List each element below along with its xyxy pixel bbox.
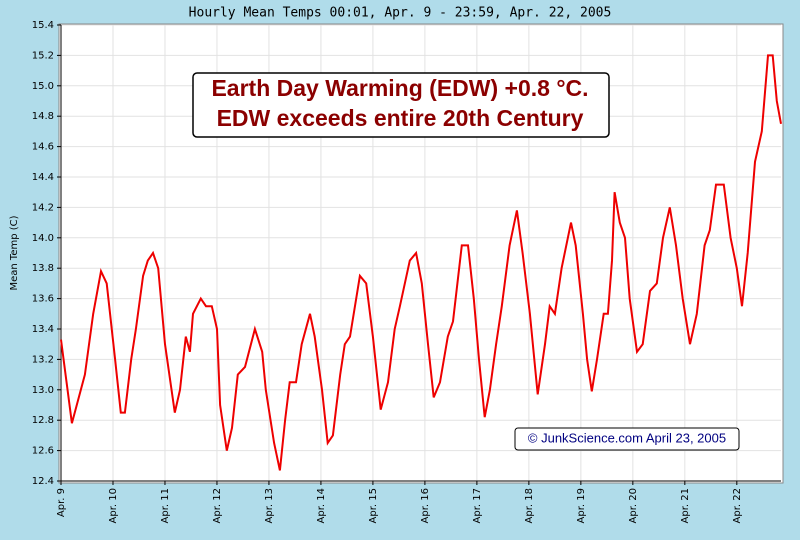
- y-tick-label: 14.6: [32, 142, 54, 153]
- chart-title: Hourly Mean Temps 00:01, Apr. 9 - 23:59,…: [189, 6, 612, 21]
- y-tick-label: 15.2: [32, 50, 54, 61]
- annotation: EDW exceeds entire 20th Century: [217, 105, 584, 131]
- annotation-box: [192, 72, 610, 138]
- y-tick-label: 13.0: [32, 385, 54, 396]
- x-tick-label: Apr. 21: [680, 488, 691, 523]
- y-axis-label: Mean Temp (C): [9, 215, 20, 290]
- y-tick-label: 12.6: [32, 446, 54, 457]
- x-tick-label: Apr. 11: [160, 488, 171, 523]
- credit: © JunkScience.com April 23, 2005: [528, 430, 726, 445]
- y-tick-label: 15.0: [32, 81, 54, 92]
- x-tick-label: Apr. 20: [628, 488, 639, 523]
- y-tick-label: 14.2: [32, 202, 54, 213]
- y-tick-label: 13.6: [32, 294, 54, 305]
- y-tick-label: 13.4: [32, 324, 54, 335]
- y-tick-label: 14.8: [32, 111, 54, 122]
- y-tick-label: 15.4: [32, 20, 54, 31]
- credit-box: [514, 427, 740, 451]
- y-tick-label: 14.4: [32, 172, 54, 183]
- y-tick-label: 14.0: [32, 233, 54, 244]
- y-tick-label: 13.2: [32, 354, 54, 365]
- x-tick-label: Apr. 12: [212, 488, 223, 523]
- x-tick-label: Apr. 13: [264, 488, 275, 523]
- temp-line: [60, 54, 782, 471]
- x-tick-label: Apr. 17: [472, 488, 483, 523]
- y-tick-label: 13.8: [32, 263, 54, 274]
- annotation: Earth Day Warming (EDW) +0.8 °C.: [211, 75, 588, 101]
- plot: 12.4 12.6 12.8 13.0 13.2 13.4 13.6 13.8 14.0 14.2…: [32, 20, 782, 523]
- x-tick-label: Apr. 16: [420, 488, 431, 523]
- x-tick-label: Apr. 18: [524, 488, 535, 523]
- x-tick-label: Apr. 15: [368, 488, 379, 523]
- x-tick-label: Apr. 19: [576, 488, 587, 523]
- y-tick-label: 12.8: [32, 415, 54, 426]
- y-tick-label: 12.4: [32, 476, 54, 487]
- x-tick-label: Apr. 22: [732, 488, 743, 523]
- x-tick-label: Apr. 9: [56, 488, 67, 517]
- x-tick-label: Apr. 14: [316, 488, 327, 523]
- x-tick-label: Apr. 10: [108, 488, 119, 523]
